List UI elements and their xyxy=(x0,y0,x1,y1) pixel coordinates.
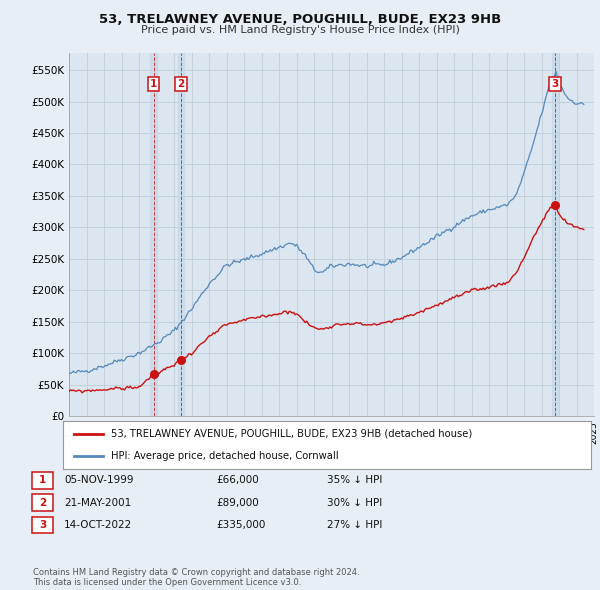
Text: £89,000: £89,000 xyxy=(216,498,259,507)
Text: £66,000: £66,000 xyxy=(216,476,259,485)
Text: 27% ↓ HPI: 27% ↓ HPI xyxy=(327,520,382,530)
Bar xyxy=(178,53,184,416)
Text: 53, TRELAWNEY AVENUE, POUGHILL, BUDE, EX23 9HB: 53, TRELAWNEY AVENUE, POUGHILL, BUDE, EX… xyxy=(99,13,501,26)
Text: 1: 1 xyxy=(150,79,157,89)
Text: 3: 3 xyxy=(39,520,46,530)
Text: £335,000: £335,000 xyxy=(216,520,265,530)
Text: 53, TRELAWNEY AVENUE, POUGHILL, BUDE, EX23 9HB (detached house): 53, TRELAWNEY AVENUE, POUGHILL, BUDE, EX… xyxy=(110,429,472,439)
Text: 2: 2 xyxy=(177,79,184,89)
Text: HPI: Average price, detached house, Cornwall: HPI: Average price, detached house, Corn… xyxy=(110,451,338,461)
Text: Price paid vs. HM Land Registry's House Price Index (HPI): Price paid vs. HM Land Registry's House … xyxy=(140,25,460,35)
Text: 05-NOV-1999: 05-NOV-1999 xyxy=(64,476,134,485)
Bar xyxy=(151,53,157,416)
Text: 3: 3 xyxy=(551,79,559,89)
Text: 30% ↓ HPI: 30% ↓ HPI xyxy=(327,498,382,507)
Text: 1: 1 xyxy=(39,476,46,485)
Text: 2: 2 xyxy=(39,498,46,507)
Text: 21-MAY-2001: 21-MAY-2001 xyxy=(64,498,131,507)
Text: 35% ↓ HPI: 35% ↓ HPI xyxy=(327,476,382,485)
Text: Contains HM Land Registry data © Crown copyright and database right 2024.
This d: Contains HM Land Registry data © Crown c… xyxy=(33,568,359,587)
Text: 14-OCT-2022: 14-OCT-2022 xyxy=(64,520,133,530)
Bar xyxy=(552,53,559,416)
